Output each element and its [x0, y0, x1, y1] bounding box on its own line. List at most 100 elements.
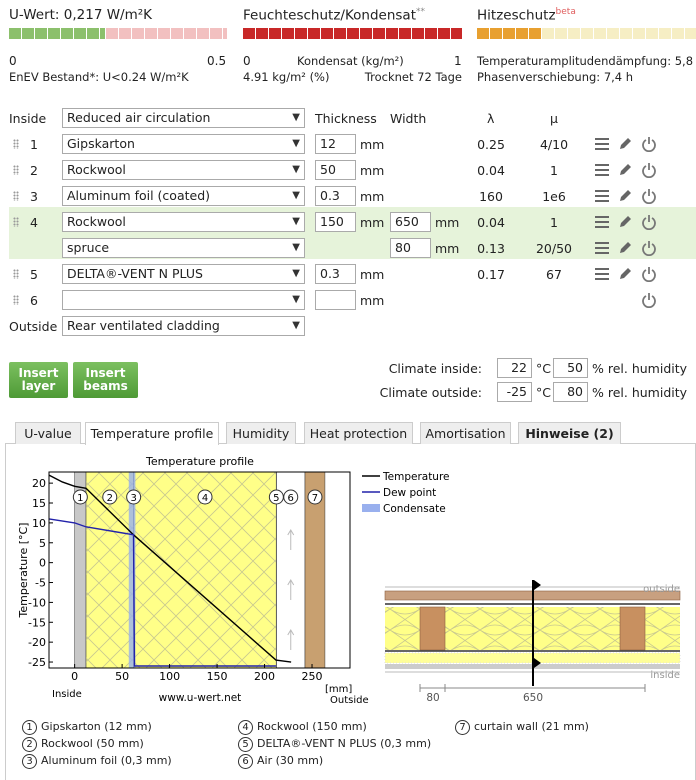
drag-handle[interactable] [13, 295, 19, 305]
tab[interactable]: Amortisation [420, 422, 511, 444]
layer-texture [86, 472, 134, 668]
unit: mm [435, 215, 460, 230]
insert-beams-button[interactable]: Insert beams [73, 362, 138, 398]
u-value: 0,217 W/m²K [63, 7, 153, 23]
x-tick-label: 150 [207, 670, 228, 683]
width-header: Width [390, 111, 427, 126]
layer-marker-label: 6 [288, 493, 294, 504]
air-arrow [287, 629, 295, 650]
tab[interactable]: Hinweise (2) [518, 422, 621, 444]
material-select[interactable]: Gipskarton [62, 134, 305, 154]
moisture-amount: 4.91 kg/m² (%) [243, 70, 330, 84]
power-icon[interactable] [641, 266, 657, 282]
tab[interactable]: Heat protection [304, 422, 413, 444]
outside-temp-input[interactable]: -25 [497, 382, 532, 402]
temperature-chart: Temperature profile Temperature [°C] Ins… [17, 455, 681, 706]
y-tick-label: -10 [28, 596, 46, 609]
unit: mm [435, 241, 460, 256]
menu-icon[interactable] [594, 266, 610, 282]
lambda: 0.04 [477, 215, 505, 230]
layer-marker [307, 489, 323, 505]
power-icon[interactable] [641, 162, 657, 178]
y-tick-label: -20 [28, 636, 46, 649]
edit-icon[interactable] [617, 214, 633, 230]
climate-inside-label: Climate inside: [388, 361, 482, 376]
section-diagram: outside inside 80 650 [384, 580, 681, 704]
tab-active[interactable]: Temperature profile [85, 422, 219, 445]
tab[interactable]: U-value [15, 422, 81, 444]
unit: mm [360, 163, 385, 178]
material-select[interactable]: Rockwool [62, 160, 305, 180]
tab[interactable]: Humidity [226, 422, 296, 444]
menu-icon[interactable] [594, 188, 610, 204]
series-line [48, 518, 276, 667]
unit: mm [360, 293, 385, 308]
menu-icon[interactable] [594, 214, 610, 230]
thickness-header: Thickness [315, 111, 377, 126]
material-select[interactable]: DELTA®-VENT N PLUS [62, 264, 305, 284]
thickness-input[interactable]: 50 [315, 160, 356, 180]
power-icon[interactable] [641, 188, 657, 204]
legend-number: 1 [22, 720, 37, 735]
series-line [48, 474, 292, 663]
diagram-spacing: 650 [523, 692, 543, 704]
lambda: 0.13 [477, 241, 505, 256]
legend-number: 7 [455, 720, 470, 735]
thickness-input[interactable]: 12 [315, 134, 356, 154]
x-tick-label: 100 [159, 670, 180, 683]
material-select[interactable]: spruce [62, 238, 305, 258]
outside-rh-input[interactable]: 80 [553, 382, 588, 402]
outside-surface-select[interactable]: Rear ventilated cladding [62, 316, 305, 336]
menu-icon[interactable] [594, 240, 610, 256]
inside-temp-input[interactable]: 22 [497, 358, 532, 378]
material-select[interactable]: Rockwool [62, 212, 305, 232]
drag-handle[interactable] [13, 191, 19, 201]
width-input[interactable]: 80 [390, 238, 431, 258]
plot-frame [48, 471, 351, 669]
drag-handle[interactable] [13, 165, 19, 175]
insert-layer-button[interactable]: Insert layer [9, 362, 68, 398]
power-icon[interactable] [641, 240, 657, 256]
power-icon[interactable] [641, 292, 657, 308]
material-select[interactable]: Aluminum foil (coated) [62, 186, 305, 206]
power-icon[interactable] [641, 136, 657, 152]
y-tick-label: 0 [39, 557, 46, 570]
thickness-input[interactable]: 150 [315, 212, 356, 232]
thickness-input[interactable]: 0.3 [315, 264, 356, 284]
edit-icon[interactable] [617, 188, 633, 204]
x-tick-label: 250 [302, 670, 323, 683]
menu-icon[interactable] [594, 136, 610, 152]
thickness-input[interactable]: 0.3 [315, 186, 356, 206]
edit-icon[interactable] [617, 240, 633, 256]
edit-icon[interactable] [617, 136, 633, 152]
mu: 67 [546, 267, 562, 282]
u-value-heading: U-Wert: 0,217 W/m²K [9, 7, 152, 23]
y-tick-label: 15 [32, 497, 46, 510]
power-icon[interactable] [641, 214, 657, 230]
material-select[interactable] [62, 290, 305, 310]
edit-icon[interactable] [617, 266, 633, 282]
inside-rh-input[interactable]: 50 [553, 358, 588, 378]
legend-text: curtain wall (21 mm) [474, 720, 589, 733]
unit: mm [360, 137, 385, 152]
drag-handle[interactable] [13, 139, 19, 149]
y-axis-label: Temperature [°C] [17, 523, 30, 619]
legend-label: Condensate [383, 503, 446, 515]
inside-axis-label: Inside [52, 689, 82, 700]
thickness-input[interactable] [315, 290, 356, 310]
width-input[interactable]: 650 [390, 212, 431, 232]
inside-surface-select[interactable]: Reduced air circulation [62, 108, 305, 128]
menu-icon[interactable] [594, 162, 610, 178]
chart-title: Temperature profile [145, 455, 254, 468]
drag-handle[interactable] [13, 269, 19, 279]
drag-handle[interactable] [13, 217, 19, 227]
edit-icon[interactable] [617, 162, 633, 178]
lambda-header: λ [487, 111, 495, 126]
legend-number: 3 [22, 754, 37, 769]
heat-damping: Temperaturamplitudendämpfung: 5,8 [477, 54, 694, 68]
layer-marker-label: 2 [107, 493, 113, 504]
lambda: 160 [479, 189, 503, 204]
legend-swatch [362, 504, 380, 512]
air-arrow [287, 579, 295, 600]
layer-texture [133, 472, 277, 668]
